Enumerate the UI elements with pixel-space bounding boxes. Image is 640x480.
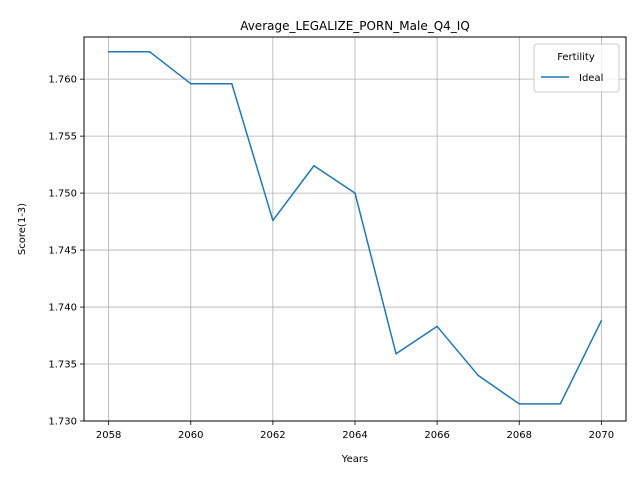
y-tick-label: 1.735 xyxy=(48,360,77,371)
y-tick-label: 1.745 xyxy=(48,246,77,257)
x-axis: 2058 2060 2062 2064 2066 2068 2070 xyxy=(96,421,614,441)
legend-title: Fertility xyxy=(557,52,595,63)
legend: Fertility Ideal xyxy=(533,43,620,93)
data-point xyxy=(313,165,315,167)
data-point xyxy=(148,51,151,53)
x-tick-label: 2070 xyxy=(589,430,614,441)
y-axis: 1.730 1.735 1.740 1.745 1.750 1.755 1.760 xyxy=(48,75,84,428)
data-point xyxy=(354,192,356,194)
chart-title: Average_LEGALIZE_PORN_Male_Q4_IQ xyxy=(240,19,470,33)
data-point xyxy=(477,374,479,377)
data-point xyxy=(518,403,520,405)
y-tick-label: 1.750 xyxy=(48,189,77,200)
y-tick-label: 1.760 xyxy=(48,75,77,86)
x-tick-label: 2062 xyxy=(260,430,285,441)
legend-label-ideal: Ideal xyxy=(579,73,603,84)
data-point xyxy=(600,319,603,322)
x-tick-label: 2060 xyxy=(178,430,203,441)
x-tick-label: 2058 xyxy=(96,430,121,441)
series-lines xyxy=(107,51,603,405)
y-axis-title: Score(1-3) xyxy=(17,203,28,255)
data-point xyxy=(272,219,274,222)
data-point xyxy=(107,51,110,53)
data-point xyxy=(231,82,233,85)
x-tick-label: 2066 xyxy=(424,430,449,441)
x-tick-label: 2064 xyxy=(342,430,367,441)
legend-box xyxy=(533,43,620,93)
x-axis-title: Years xyxy=(341,454,368,465)
data-point xyxy=(436,325,438,328)
y-tick-label: 1.755 xyxy=(48,132,77,143)
data-point xyxy=(190,82,192,85)
data-point xyxy=(559,403,562,405)
y-tick-label: 1.740 xyxy=(48,303,77,314)
y-tick-label: 1.730 xyxy=(48,417,77,428)
x-tick-label: 2068 xyxy=(507,430,532,441)
data-point xyxy=(395,353,397,355)
